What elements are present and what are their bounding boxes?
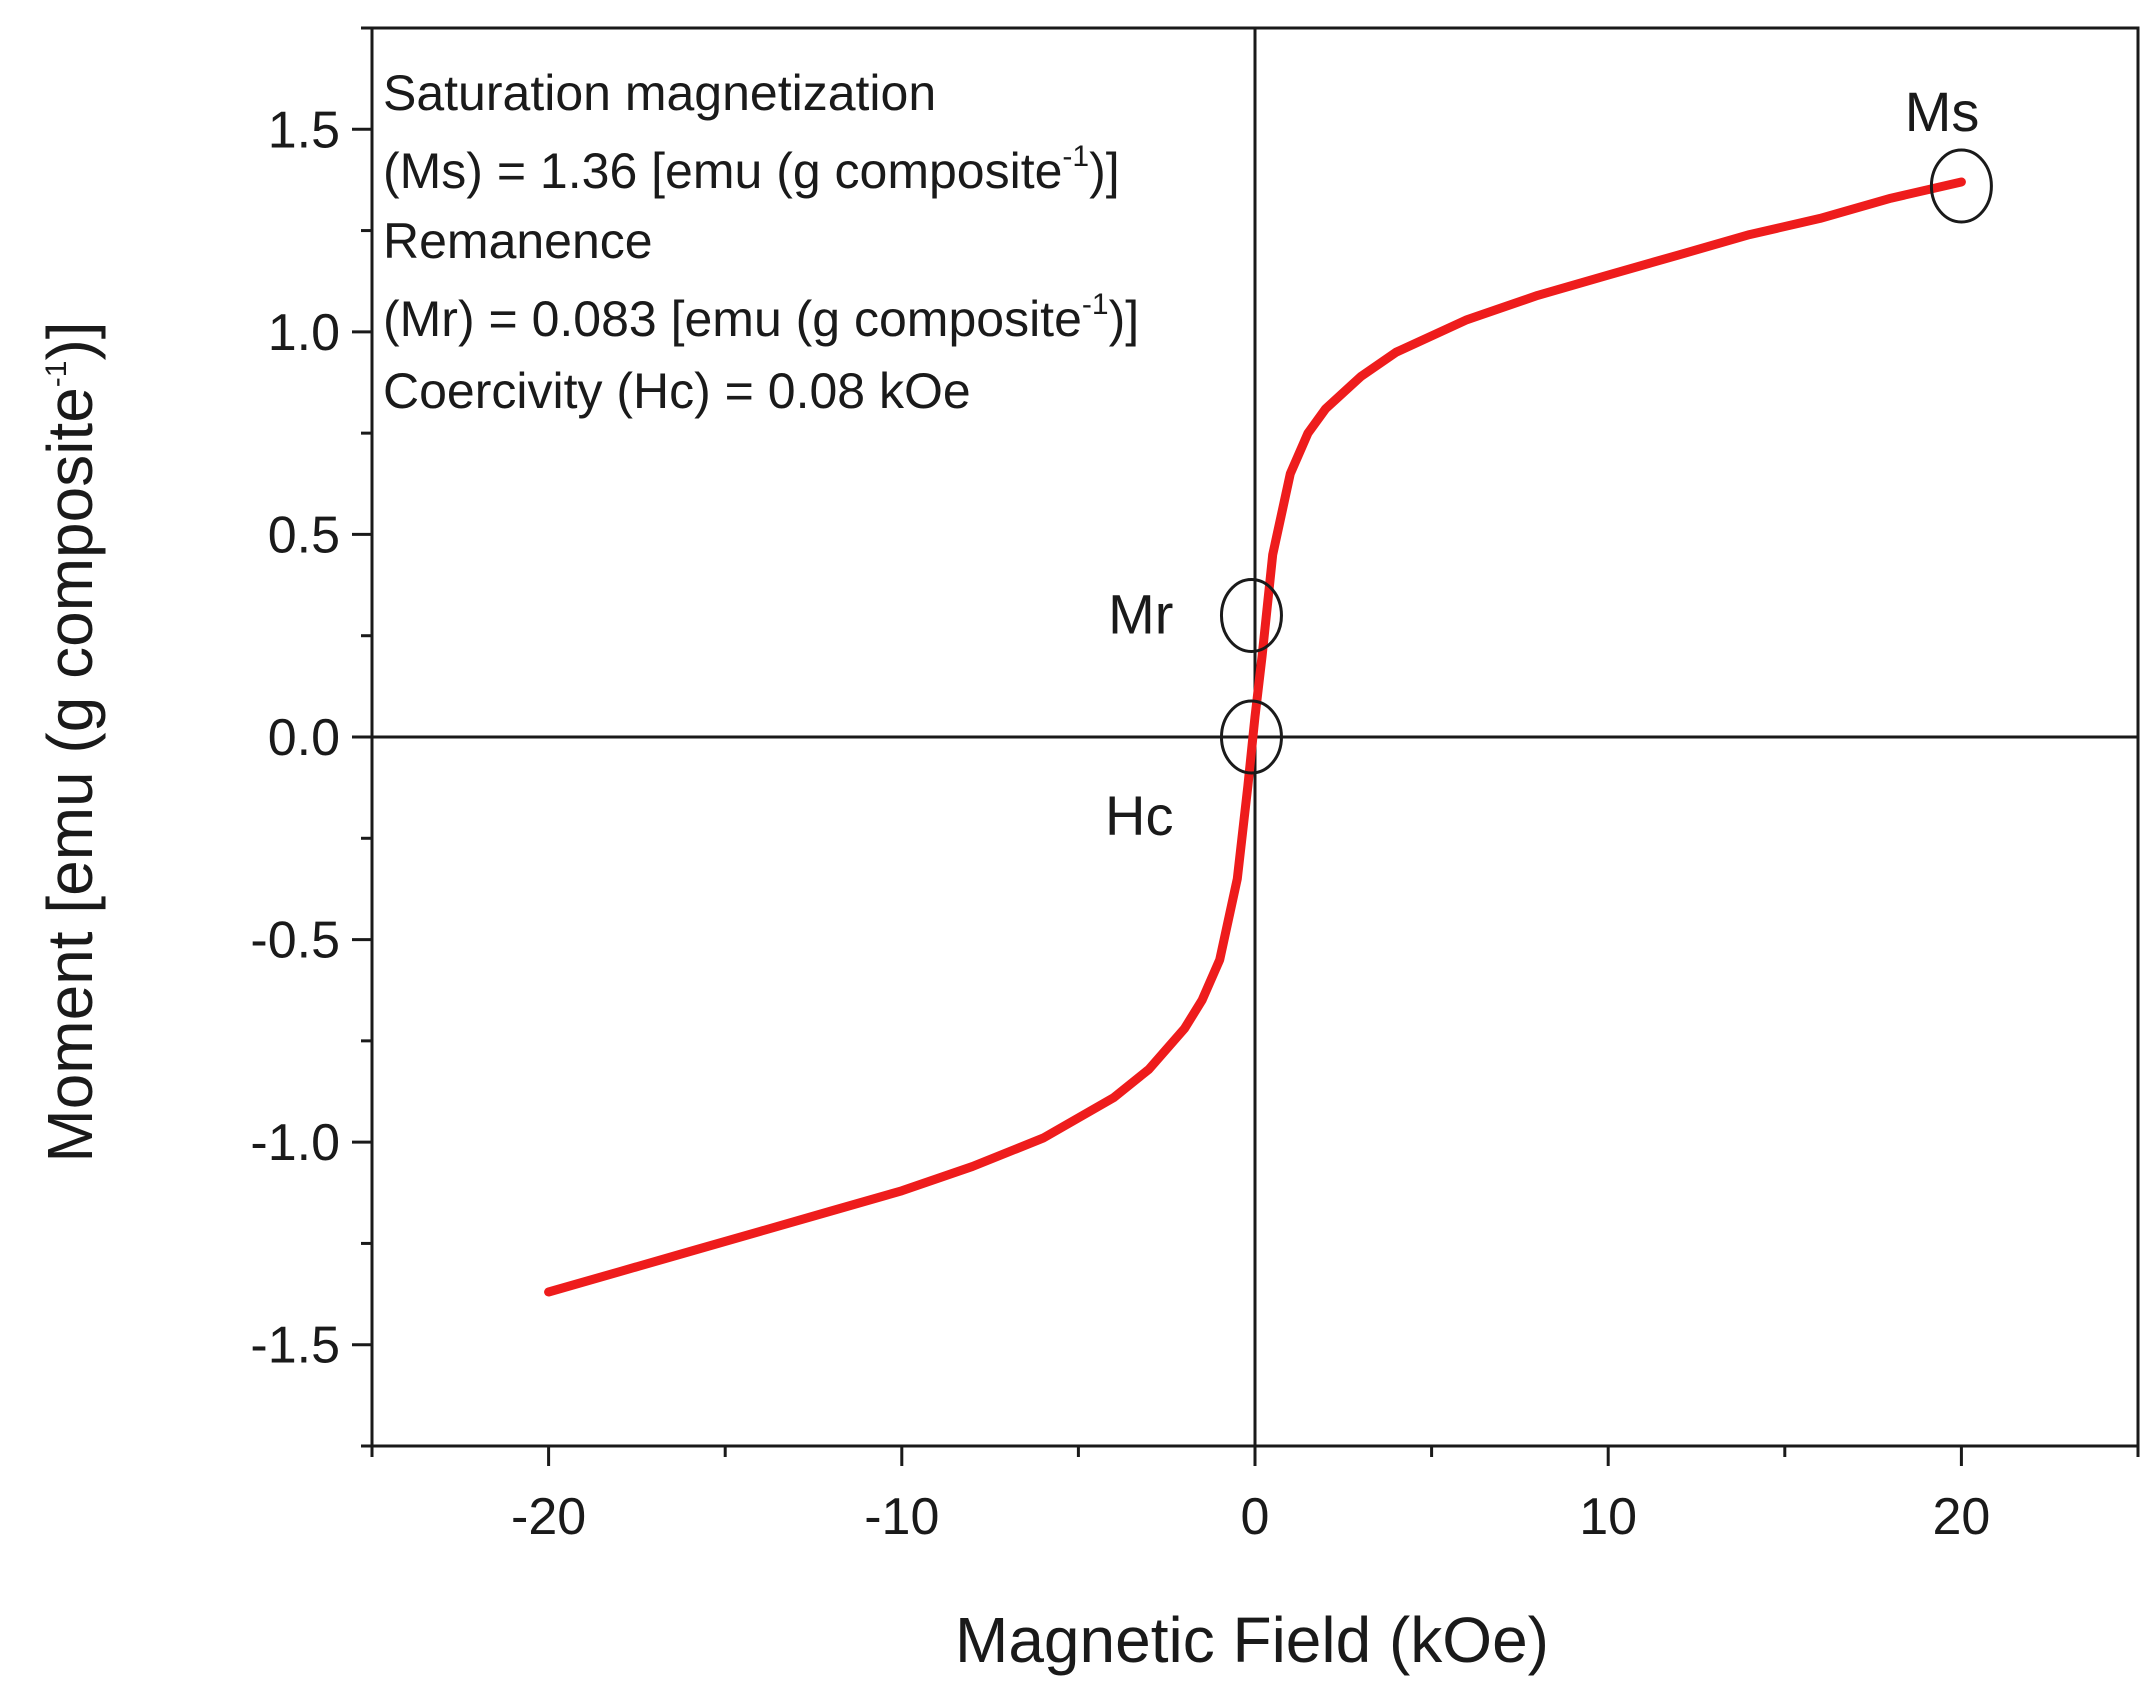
y-axis-title-main: Moment [emu (g composite <box>34 387 106 1162</box>
y-axis-ticks: -1.5 -1.0 -0.5 0.0 0.5 1.0 1.5 <box>250 26 372 1448</box>
annotation-line-2-pre: (Ms) = 1.36 [emu (g composite <box>383 143 1062 199</box>
annotation-line-5: Coercivity (Hc) = 0.08 kOe <box>383 363 971 419</box>
annotation-line-4-post: )] <box>1109 291 1140 347</box>
marker-circle-mr <box>1219 577 1283 653</box>
y-axis-title: Moment [emu (g composite-1)] <box>34 321 106 1162</box>
markers-layer: Ms Mr Hc <box>1105 80 1993 847</box>
x-tick-label: -10 <box>864 1488 939 1546</box>
y-axis-title-end: )] <box>34 321 106 360</box>
annotation-block: Saturation magnetization (Ms) = 1.36 [em… <box>383 65 1139 419</box>
x-tick-label: 10 <box>1579 1488 1637 1546</box>
x-tick-label: -20 <box>511 1488 586 1546</box>
y-axis-title-sup: -1 <box>40 361 73 388</box>
marker-circle-ms <box>1929 148 1993 224</box>
x-axis-ticks: -20 -10 0 10 20 <box>370 1446 2140 1546</box>
annotation-line-4-pre: (Mr) = 0.083 [emu (g composite <box>383 291 1082 347</box>
annotation-line-2: (Ms) = 1.36 [emu (g composite-1)] <box>383 140 1120 199</box>
y-tick-label: 0.5 <box>268 506 340 564</box>
series-line <box>544 177 1966 1297</box>
x-tick-label: 0 <box>1241 1488 1270 1546</box>
marker-label-mr: Mr <box>1108 582 1173 645</box>
annotation-line-1: Saturation magnetization <box>383 65 936 121</box>
marker-label-ms: Ms <box>1905 80 1980 143</box>
y-tick-label: 0.0 <box>268 709 340 767</box>
y-tick-label: -1.0 <box>250 1114 340 1172</box>
annotation-line-3: Remanence <box>383 213 653 269</box>
y-tick-label: -0.5 <box>250 912 340 970</box>
y-tick-label: 1.0 <box>268 304 340 362</box>
marker-circle-hc <box>1219 699 1283 775</box>
y-tick-label: 1.5 <box>268 101 340 159</box>
annotation-line-4-sup: -1 <box>1082 288 1109 321</box>
series-layer <box>544 177 1966 1297</box>
y-tick-label: -1.5 <box>250 1317 340 1375</box>
x-tick-label: 20 <box>1932 1488 1990 1546</box>
annotation-line-4: (Mr) = 0.083 [emu (g composite-1)] <box>383 288 1139 347</box>
x-axis-title: Magnetic Field (kOe) <box>955 1604 1549 1676</box>
annotation-line-2-post: )] <box>1089 143 1120 199</box>
marker-label-hc: Hc <box>1105 784 1173 847</box>
annotation-line-2-sup: -1 <box>1062 140 1089 173</box>
